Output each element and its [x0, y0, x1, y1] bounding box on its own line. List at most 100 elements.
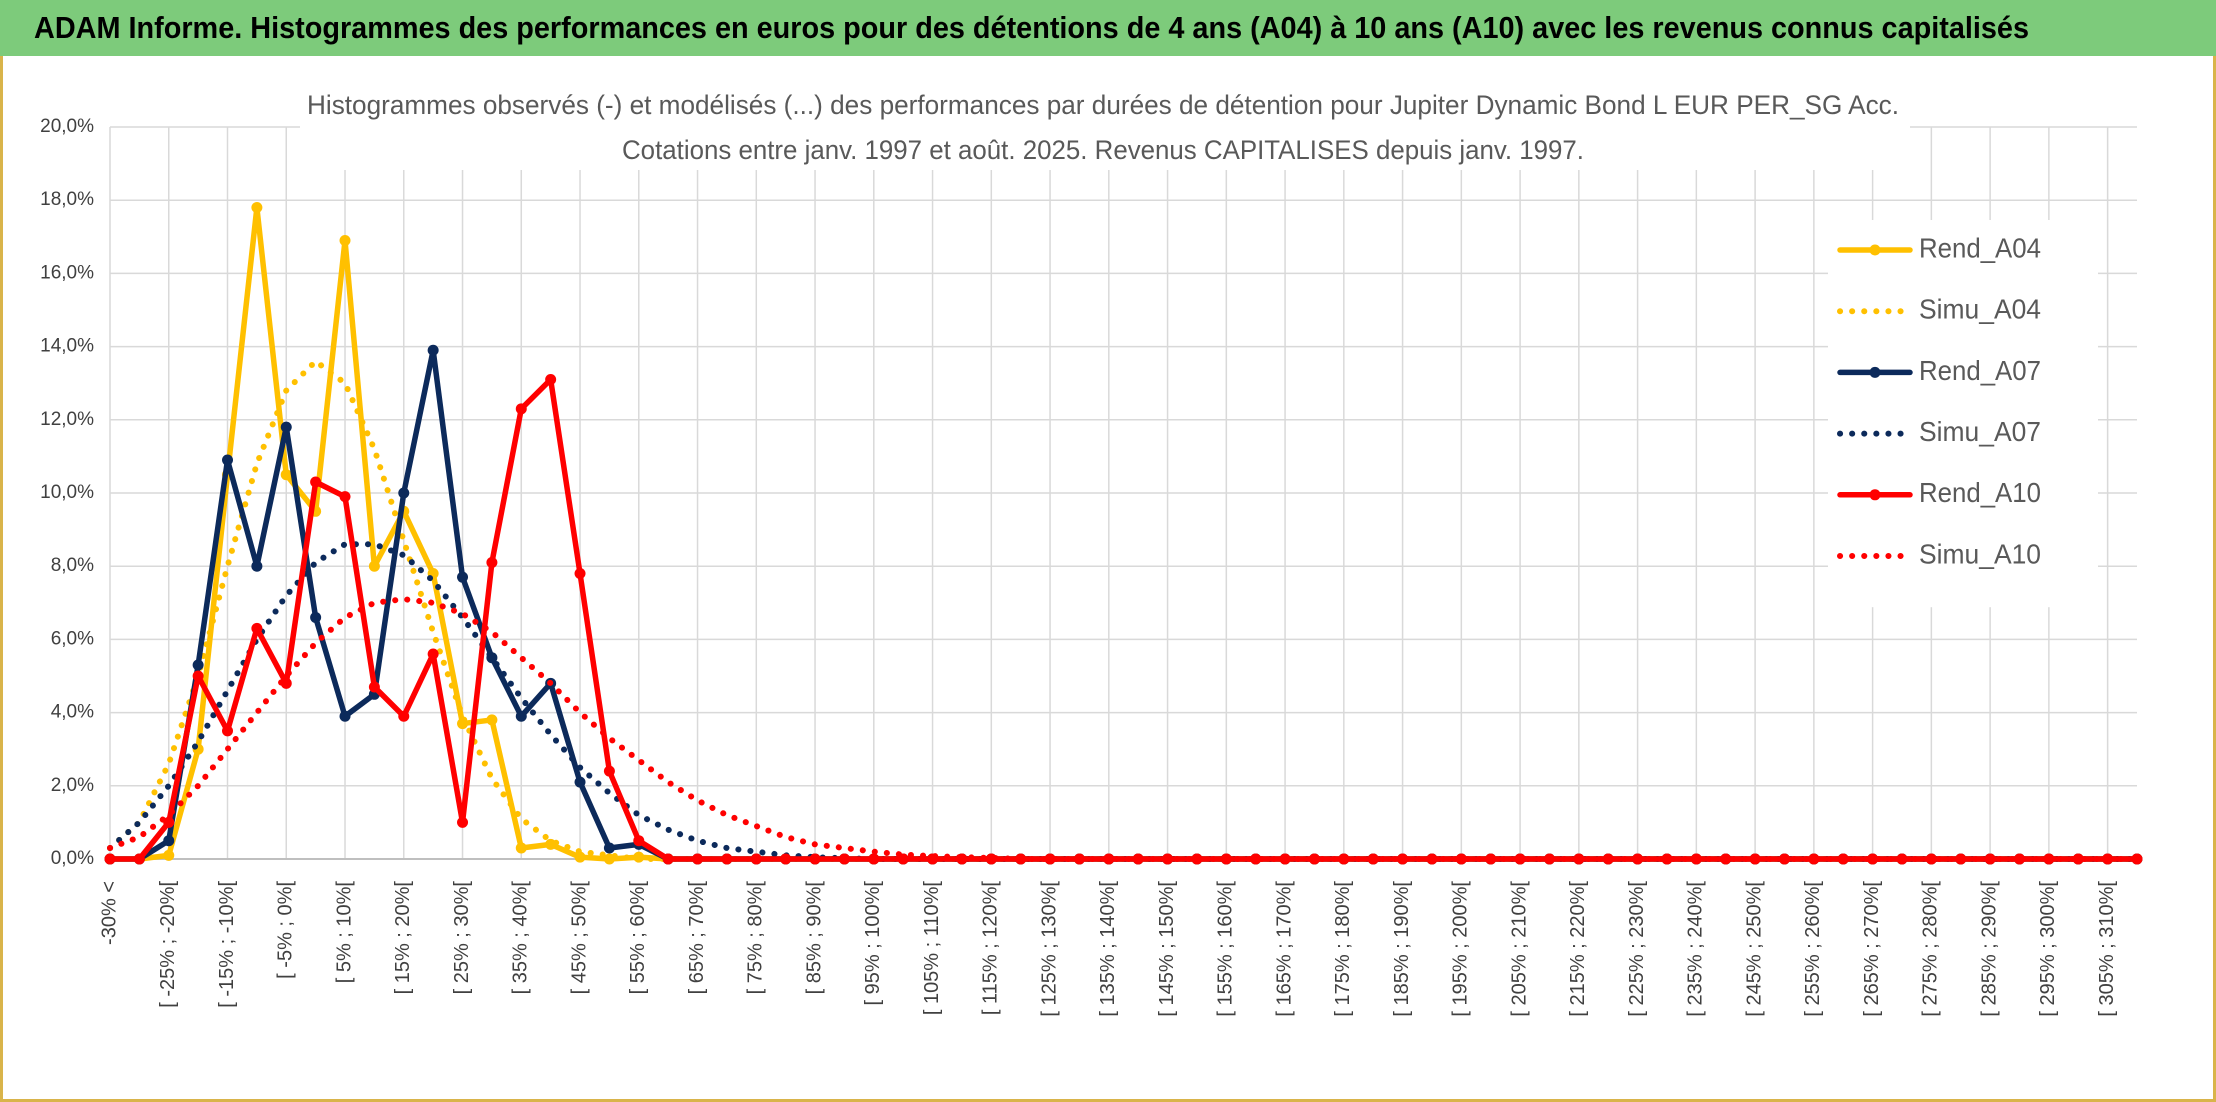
data-point — [1514, 853, 1526, 865]
page-title: ADAM Informe. Histogrammes des performan… — [34, 10, 2029, 45]
data-point — [603, 842, 615, 854]
x-tick-label: [ 115% ; 120%[ — [980, 881, 1002, 1016]
data-point — [750, 853, 762, 865]
y-tick-label: 0,0% — [51, 848, 94, 869]
legend-marker — [1869, 244, 1881, 256]
data-point — [222, 725, 234, 737]
y-tick-label: 14,0% — [40, 336, 94, 357]
x-tick-label: [ 265% ; 270%[ — [1861, 881, 1883, 1017]
y-tick-label: 8,0% — [51, 555, 94, 576]
y-tick-label: 16,0% — [40, 262, 94, 283]
x-tick-label: [ 145% ; 150%[ — [1156, 881, 1178, 1017]
data-point — [457, 816, 469, 828]
data-point — [163, 816, 175, 828]
data-point — [2131, 853, 2143, 865]
x-tick-label: [ 245% ; 250%[ — [1743, 881, 1765, 1017]
x-tick-label: [ 285% ; 290%[ — [1978, 881, 2000, 1017]
x-tick-label: -30% < — [98, 881, 120, 945]
data-point — [838, 853, 850, 865]
legend-label: Rend_A07 — [1919, 355, 2041, 386]
data-point — [574, 851, 586, 863]
x-tick-label: [ 215% ; 220%[ — [1567, 881, 1589, 1017]
data-point — [1308, 853, 1320, 865]
data-point — [486, 557, 498, 569]
x-tick-label: [ 35% ; 40%[ — [510, 881, 532, 995]
x-tick-label: [ 275% ; 280%[ — [1920, 881, 1942, 1017]
x-tick-label: [ 65% ; 70%[ — [686, 881, 708, 995]
data-point — [1044, 853, 1056, 865]
x-tick-label: [ 75% ; 80%[ — [745, 881, 767, 995]
x-tick-label: [ 25% ; 30%[ — [451, 881, 473, 995]
data-point — [2013, 853, 2025, 865]
y-tick-label: 4,0% — [51, 702, 94, 723]
data-point — [251, 622, 263, 634]
y-tick-label: 18,0% — [40, 189, 94, 210]
data-point — [310, 476, 322, 488]
x-tick-label: [ -25% ; -20%[ — [157, 881, 179, 1008]
legend-label: Simu_A10 — [1919, 538, 2041, 569]
data-point — [515, 403, 527, 415]
x-tick-label: [ 295% ; 300%[ — [2037, 881, 2059, 1017]
data-point — [427, 344, 439, 356]
data-point — [486, 714, 498, 726]
y-tick-label: 20,0% — [40, 116, 94, 137]
x-tick-label: [ 235% ; 240%[ — [1685, 881, 1707, 1017]
data-point — [1103, 853, 1115, 865]
legend-label: Simu_A07 — [1919, 416, 2041, 447]
x-tick-label: [ 175% ; 180%[ — [1332, 881, 1354, 1017]
legend-marker — [1869, 366, 1881, 378]
x-tick-label: [ 225% ; 230%[ — [1626, 881, 1648, 1017]
data-point — [398, 487, 410, 499]
data-point — [163, 849, 175, 861]
data-point — [133, 853, 145, 865]
data-point — [222, 454, 234, 466]
data-point — [2072, 853, 2084, 865]
x-tick-label: [ 105% ; 110%[ — [921, 881, 943, 1016]
x-tick-label: [ 15% ; 20%[ — [392, 881, 414, 995]
data-point — [662, 853, 674, 865]
data-point — [1397, 853, 1409, 865]
data-point — [574, 568, 586, 580]
x-tick-label: [ 165% ; 170%[ — [1273, 881, 1295, 1017]
data-point — [1602, 853, 1614, 865]
data-point — [192, 659, 204, 671]
title-bg — [300, 86, 1910, 170]
data-point — [545, 374, 557, 386]
y-tick-label: 2,0% — [51, 775, 94, 796]
data-point — [515, 710, 527, 722]
data-point — [280, 469, 292, 481]
x-tick-label: [ 185% ; 190%[ — [1391, 881, 1413, 1017]
x-tick-label: [ 135% ; 140%[ — [1097, 881, 1119, 1017]
x-tick-label: [ 255% ; 260%[ — [1802, 881, 1824, 1017]
x-tick-label: [ 85% ; 90%[ — [803, 881, 825, 995]
x-tick-label: [ -15% ; -10%[ — [216, 881, 238, 1008]
data-point — [1455, 853, 1467, 865]
data-point — [1720, 853, 1732, 865]
data-point — [280, 421, 292, 433]
legend-bg — [1828, 220, 2098, 608]
x-tick-label: [ 205% ; 210%[ — [1508, 881, 1530, 1017]
data-point — [1867, 853, 1879, 865]
x-tick-label: [ 155% ; 160%[ — [1215, 881, 1237, 1017]
data-point — [721, 853, 733, 865]
data-point — [780, 853, 792, 865]
data-point — [310, 611, 322, 623]
data-point — [251, 560, 263, 572]
title-bar — [0, 0, 2216, 56]
data-point — [1250, 853, 1262, 865]
x-tick-label: [ -5% ; 0%[ — [275, 881, 297, 979]
data-point — [692, 853, 704, 865]
data-point — [1808, 853, 1820, 865]
data-point — [368, 560, 380, 572]
data-point — [339, 234, 351, 246]
y-tick-label: 12,0% — [40, 409, 94, 430]
data-point — [339, 491, 351, 503]
x-tick-label: [ 305% ; 310%[ — [2096, 881, 2118, 1017]
data-point — [368, 681, 380, 693]
data-point — [574, 776, 586, 788]
legend-marker — [1869, 489, 1881, 501]
data-point — [809, 853, 821, 865]
data-point — [104, 853, 116, 865]
data-point — [633, 835, 645, 847]
